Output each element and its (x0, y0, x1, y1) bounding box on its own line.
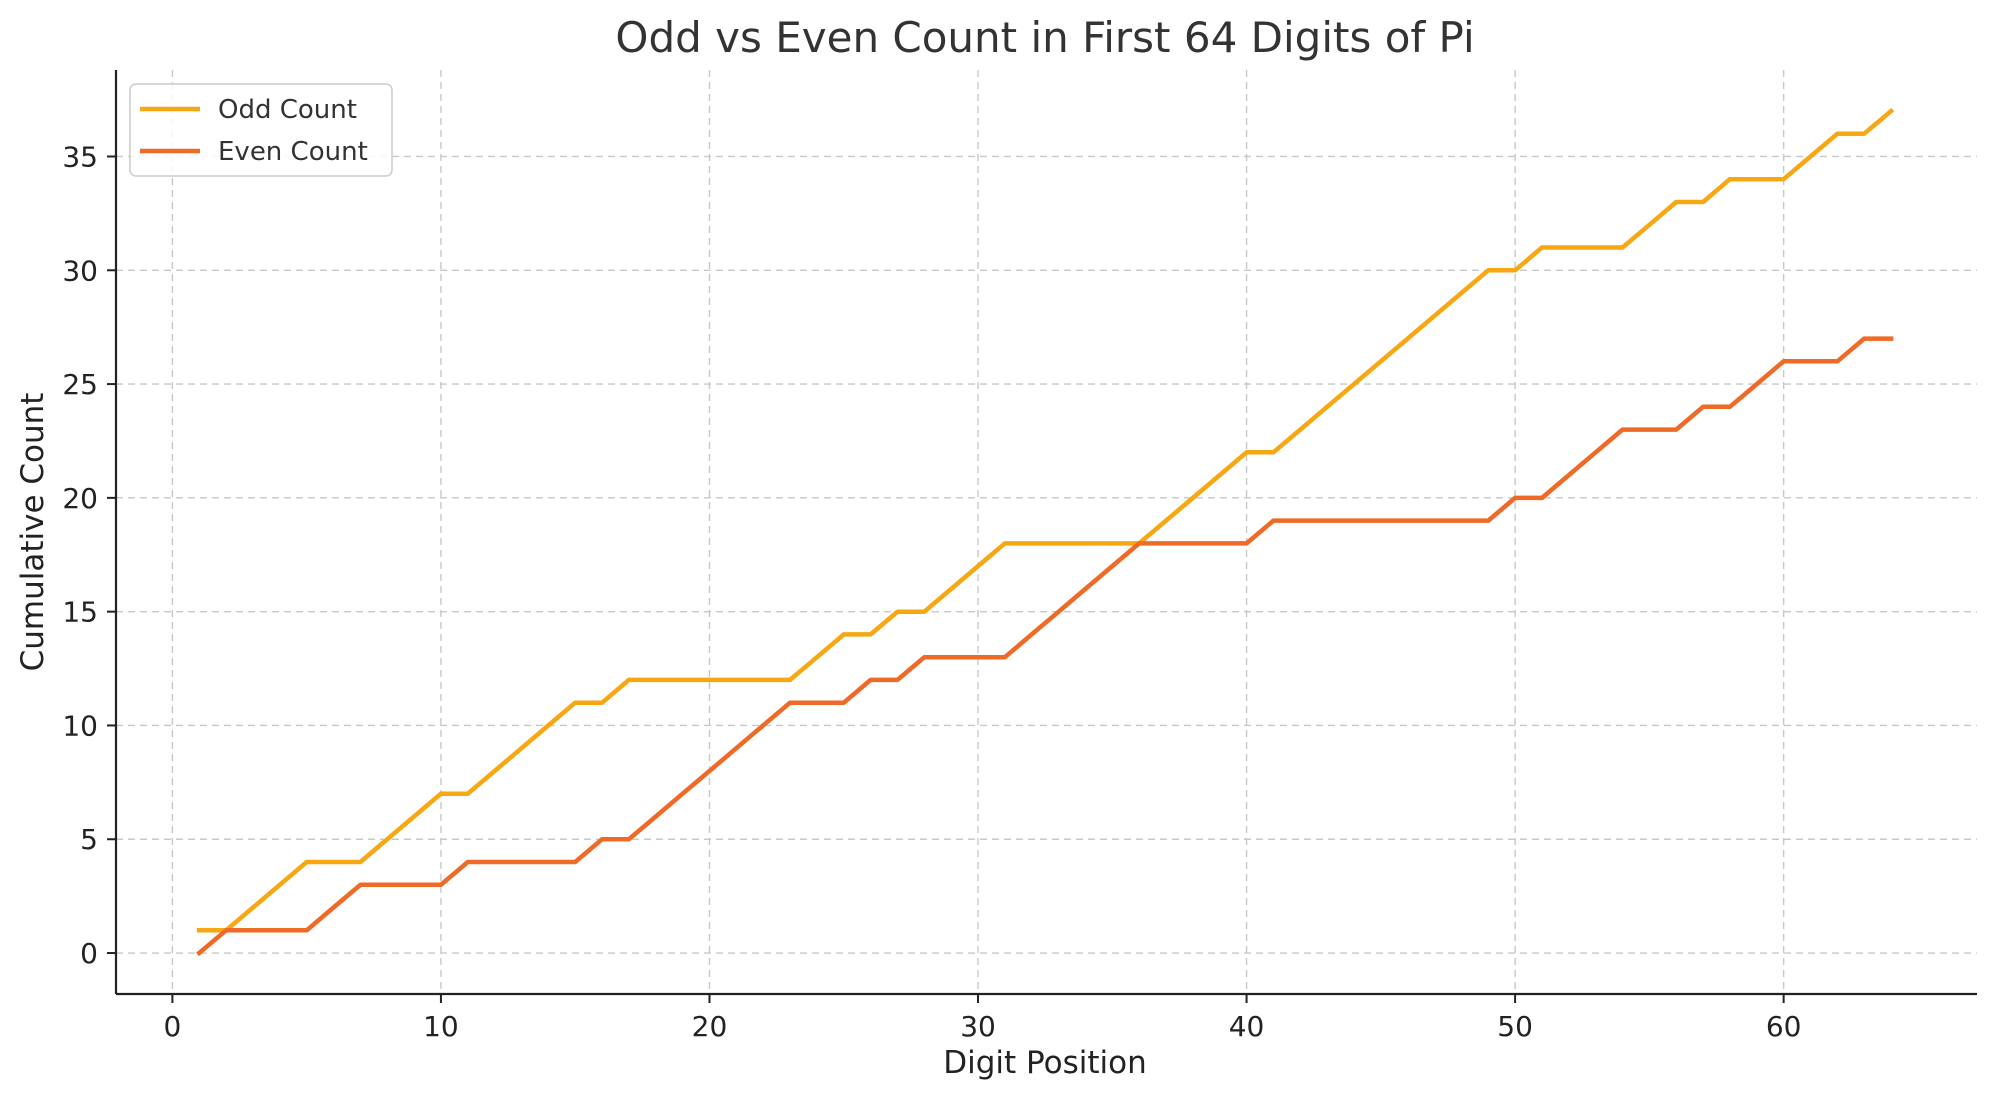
x-tick-label: 50 (1497, 1010, 1533, 1043)
series-line-odd-count (196, 107, 1895, 933)
y-tick-label: 0 (80, 937, 98, 970)
y-tick-label: 20 (62, 482, 98, 515)
x-tick-label: 0 (163, 1010, 181, 1043)
y-tick-label: 30 (62, 254, 98, 287)
x-ticks: 0 10 20 30 40 50 60 (163, 994, 1801, 1043)
x-tick-label: 20 (692, 1010, 728, 1043)
x-axis-label: Digit Position (943, 1045, 1146, 1081)
legend: Odd Count Even Count (129, 83, 393, 177)
y-tick-label: 25 (62, 368, 98, 401)
y-tick-label: 5 (80, 823, 98, 856)
x-tick-label: 40 (1229, 1010, 1265, 1043)
y-tick-label: 15 (62, 596, 98, 629)
series-group (196, 107, 1895, 957)
x-tick-label: 30 (960, 1010, 996, 1043)
series-line-even-count (196, 336, 1894, 957)
y-tick-label: 35 (62, 140, 98, 173)
chart-title: Odd vs Even Count in First 64 Digits of … (615, 13, 1474, 62)
axes (114, 70, 1977, 996)
y-ticks: 0 5 10 15 20 25 30 35 (62, 140, 116, 970)
x-tick-label: 60 (1766, 1010, 1802, 1043)
grid (116, 70, 1977, 994)
y-tick-label: 10 (62, 709, 98, 742)
legend-label-odd-count: Odd Count (218, 95, 357, 125)
y-axis-label: Cumulative Count (15, 393, 51, 672)
x-tick-label: 10 (423, 1010, 459, 1043)
legend-label-even-count: Even Count (218, 137, 368, 167)
